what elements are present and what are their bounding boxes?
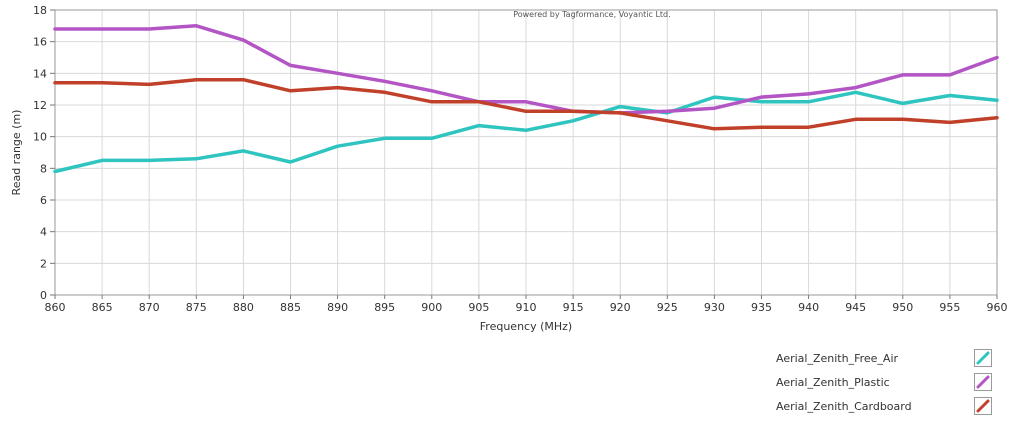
- x-tick-label: 895: [374, 301, 395, 314]
- y-tick-label: 16: [33, 36, 47, 49]
- x-tick-label: 900: [421, 301, 442, 314]
- legend-line-mark: [976, 375, 990, 389]
- x-tick-label: 945: [845, 301, 866, 314]
- legend-swatch-icon: [974, 397, 992, 415]
- x-tick-label: 875: [186, 301, 207, 314]
- x-tick-label: 910: [516, 301, 537, 314]
- legend-line-icon: [976, 351, 990, 365]
- legend: Aerial_Zenith_Free_Air Aerial_Zenith_Plas…: [776, 346, 1016, 418]
- legend-item: Aerial_Zenith_Plastic: [776, 370, 1016, 394]
- chart-credit: Powered by Tagformance, Voyantic Ltd.: [513, 10, 670, 19]
- x-tick-label: 890: [327, 301, 348, 314]
- x-tick-label: 870: [139, 301, 160, 314]
- y-axis: 0 2 4 6 8 10 12 14 16 18: [33, 4, 55, 302]
- series-line-1: [53, 90, 999, 174]
- y-tick-label: 10: [33, 131, 47, 144]
- legend-label: Aerial_Zenith_Free_Air: [776, 351, 899, 365]
- x-tick-label: 935: [751, 301, 772, 314]
- legend-line-icon: [976, 399, 990, 413]
- y-tick-label: 4: [40, 226, 47, 239]
- legend-label: Aerial_Zenith_Plastic: [776, 375, 890, 389]
- x-tick-label: 960: [987, 301, 1008, 314]
- series-lines: [53, 24, 999, 174]
- x-axis-title: Frequency (MHz): [480, 320, 572, 333]
- x-tick-label: 905: [468, 301, 489, 314]
- y-tick-label: 2: [40, 257, 47, 270]
- series-line-3: [53, 77, 999, 131]
- grid: [54, 9, 998, 296]
- x-tick-label: 860: [45, 301, 66, 314]
- legend-swatch-icon: [974, 373, 992, 391]
- legend-swatch-icon: [974, 349, 992, 367]
- y-tick-label: 14: [33, 67, 47, 80]
- y-tick-label: 6: [40, 194, 47, 207]
- legend-label: Aerial_Zenith_Cardboard: [776, 399, 912, 413]
- x-tick-label: 955: [939, 301, 960, 314]
- y-tick-label: 0: [40, 289, 47, 302]
- legend-line-icon: [976, 375, 990, 389]
- x-axis: 860 865 870 875 880 885 890 895 900 905 910 915 920 9…: [45, 295, 1008, 314]
- x-tick-label: 915: [563, 301, 584, 314]
- x-tick-label: 920: [610, 301, 631, 314]
- x-tick-label: 950: [892, 301, 913, 314]
- legend-line-mark: [976, 351, 990, 365]
- y-axis-title: Read range (m): [10, 110, 23, 196]
- x-tick-label: 865: [92, 301, 113, 314]
- x-tick-label: 930: [704, 301, 725, 314]
- legend-item: Aerial_Zenith_Free_Air: [776, 346, 1016, 370]
- x-tick-label: 925: [657, 301, 678, 314]
- y-tick-label: 18: [33, 4, 47, 17]
- series-line-2: [53, 24, 999, 115]
- legend-item: Aerial_Zenith_Cardboard: [776, 394, 1016, 418]
- y-tick-label: 12: [33, 99, 47, 112]
- x-tick-label: 940: [798, 301, 819, 314]
- x-tick-label: 880: [233, 301, 254, 314]
- x-tick-label: 885: [280, 301, 301, 314]
- y-tick-label: 8: [40, 162, 47, 175]
- legend-line-mark: [976, 399, 990, 413]
